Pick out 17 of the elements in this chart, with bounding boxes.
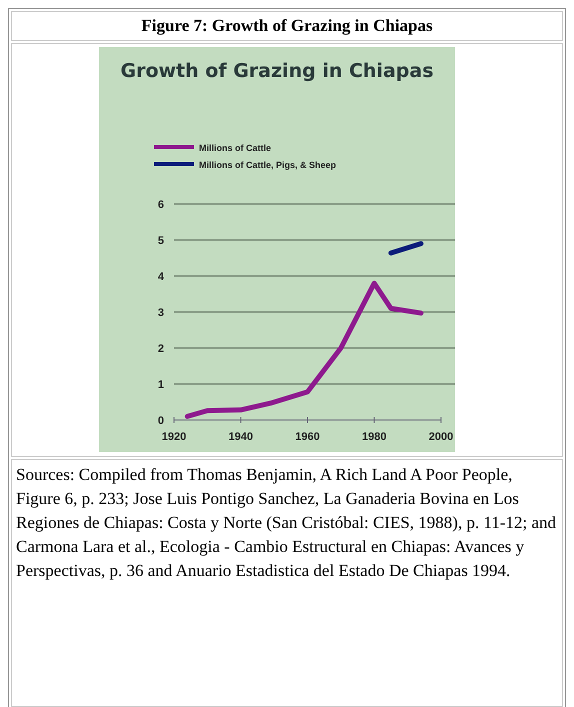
y-tick-label: 2 [158, 343, 164, 355]
y-tick-label: 6 [158, 199, 164, 211]
x-tick-label: 1940 [228, 431, 253, 443]
legend-label: Millions of Cattle [199, 143, 271, 153]
x-tick-label: 1920 [162, 431, 186, 443]
chart-subtitle: Growth of Grazing in Chiapas [120, 60, 434, 82]
x-tick-label: 1960 [295, 431, 320, 443]
chart-title: Figure 7: Growth of Grazing in Chiapas [11, 11, 563, 41]
x-tick-label: 2000 [428, 431, 454, 443]
y-tick-label: 5 [158, 235, 164, 247]
source-note: Sources: Compiled from Thomas Benjamin, A Rich Land A Poor People, Figure 6, p. 233; Jose Luis Pontigo Sanchez, La Ganaderia Bovina en Los Regiones de Chiapas: Costa y Norte (San Cristóbal: CIES, 1988), p. 11-12; and Carmona Lara et al., Ecologia - Cambio Estructural en Chiapas: Avances y Perspectivas, p. 36 and Anuario Estadistica del Estado De Chiapas 1994. [16, 464, 557, 582]
y-tick-label: 3 [158, 307, 164, 319]
y-tick-label: 0 [158, 415, 164, 427]
y-tick-label: 4 [158, 271, 165, 283]
x-tick-label: 1980 [362, 431, 386, 443]
y-tick-label: 1 [158, 379, 164, 391]
legend-label: Millions of Cattle, Pigs, & Sheep [199, 160, 337, 170]
